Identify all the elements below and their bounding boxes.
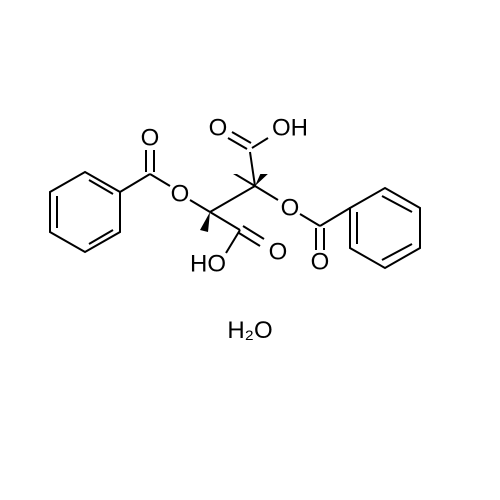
hydrate-label: H₂O	[227, 317, 272, 344]
ho-lower: HO	[190, 251, 226, 278]
o-left-carbonyl: O	[141, 125, 160, 152]
o-upper-dbl: O	[209, 115, 228, 142]
molecule-diagram: O O O HO O O OH O	[0, 0, 500, 500]
o-left-bridge: O	[171, 181, 190, 208]
o-lower-carbonyl: O	[269, 239, 288, 266]
oh-upper: OH	[272, 115, 308, 142]
o-right-bridge: O	[281, 195, 300, 222]
o-right-carbonyl: O	[311, 249, 330, 276]
